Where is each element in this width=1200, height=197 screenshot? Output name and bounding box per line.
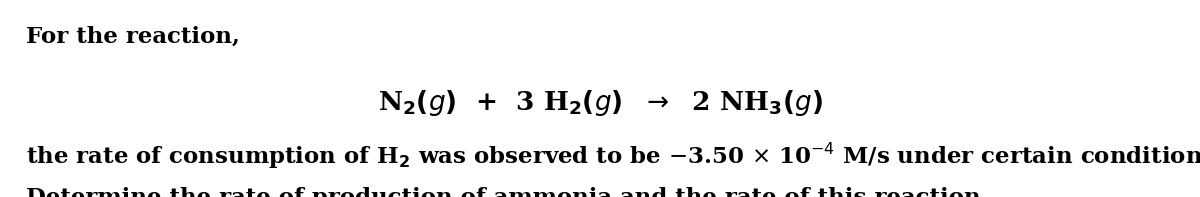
Text: the rate of consumption of H$_\mathbf{2}$ was observed to be $-$3.50 $\times$ 10: the rate of consumption of H$_\mathbf{2}…: [26, 141, 1200, 171]
Text: For the reaction,: For the reaction,: [26, 26, 240, 48]
Text: Determine the rate of production of ammonia and the rate of this reaction.: Determine the rate of production of ammo…: [26, 187, 989, 197]
Text: N$_\mathbf{2}$$\mathbf{(}$$\it{g}$$\mathbf{)}$  +  3 H$_\mathbf{2}$$\mathbf{(}$$: N$_\mathbf{2}$$\mathbf{(}$$\it{g}$$\math…: [378, 88, 822, 118]
